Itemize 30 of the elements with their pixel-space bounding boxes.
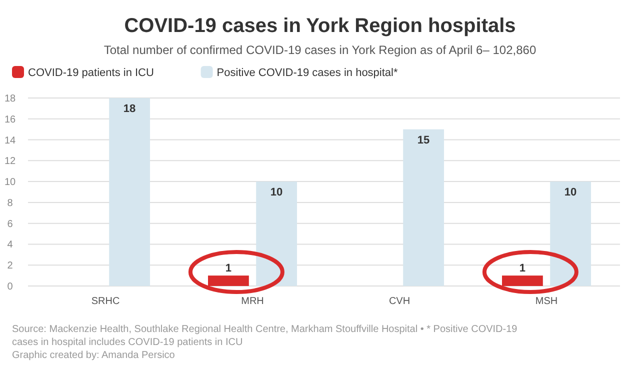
legend-label: COVID-19 patients in ICU [28,67,154,79]
chart-title: COVID-19 cases in York Region hospitals [124,15,516,37]
data-label: 10 [564,186,577,199]
y-tick-label: 12 [4,156,16,168]
x-tick-label: SRHC [91,296,120,307]
bar [109,98,150,286]
text: Graphic created by: Amanda Persico [12,350,176,361]
chart-subtitle: Total number of confirmed COVID-19 cases in York Region as of April 6– 102,860 [104,43,536,57]
x-tick-label: MSH [535,296,558,307]
x-tick-label: MRH [241,296,264,307]
y-tick-label: 14 [4,135,16,146]
data-label: 1 [519,262,526,275]
data-label: 15 [417,134,430,146]
y-tick-label: 10 [4,177,16,188]
x-tick-label: CVH [388,296,410,307]
bar [502,276,543,286]
bar [403,129,444,286]
bar [208,276,249,286]
data-label: 1 [225,262,232,275]
y-tick-label: 0 [7,282,14,292]
source-note: Source: Mackenzie Health, Southlake Regional Health Centre, Markham Stouffville Hospital • * Positive COVID-19 cases in hospital includes COVID-19 patients in ICU [12,324,518,348]
y-tick-label: 18 [4,94,16,104]
data-label: 18 [123,103,136,115]
y-tick-label: 2 [7,260,14,272]
y-tick-label: 8 [7,198,14,209]
legend-label: Positive COVID-19 cases in hospital* [216,67,398,79]
data-label: 10 [270,186,283,199]
y-tick-label: 6 [7,218,14,230]
y-tick-label: 16 [4,114,16,126]
y-tick-label: 4 [7,240,14,251]
